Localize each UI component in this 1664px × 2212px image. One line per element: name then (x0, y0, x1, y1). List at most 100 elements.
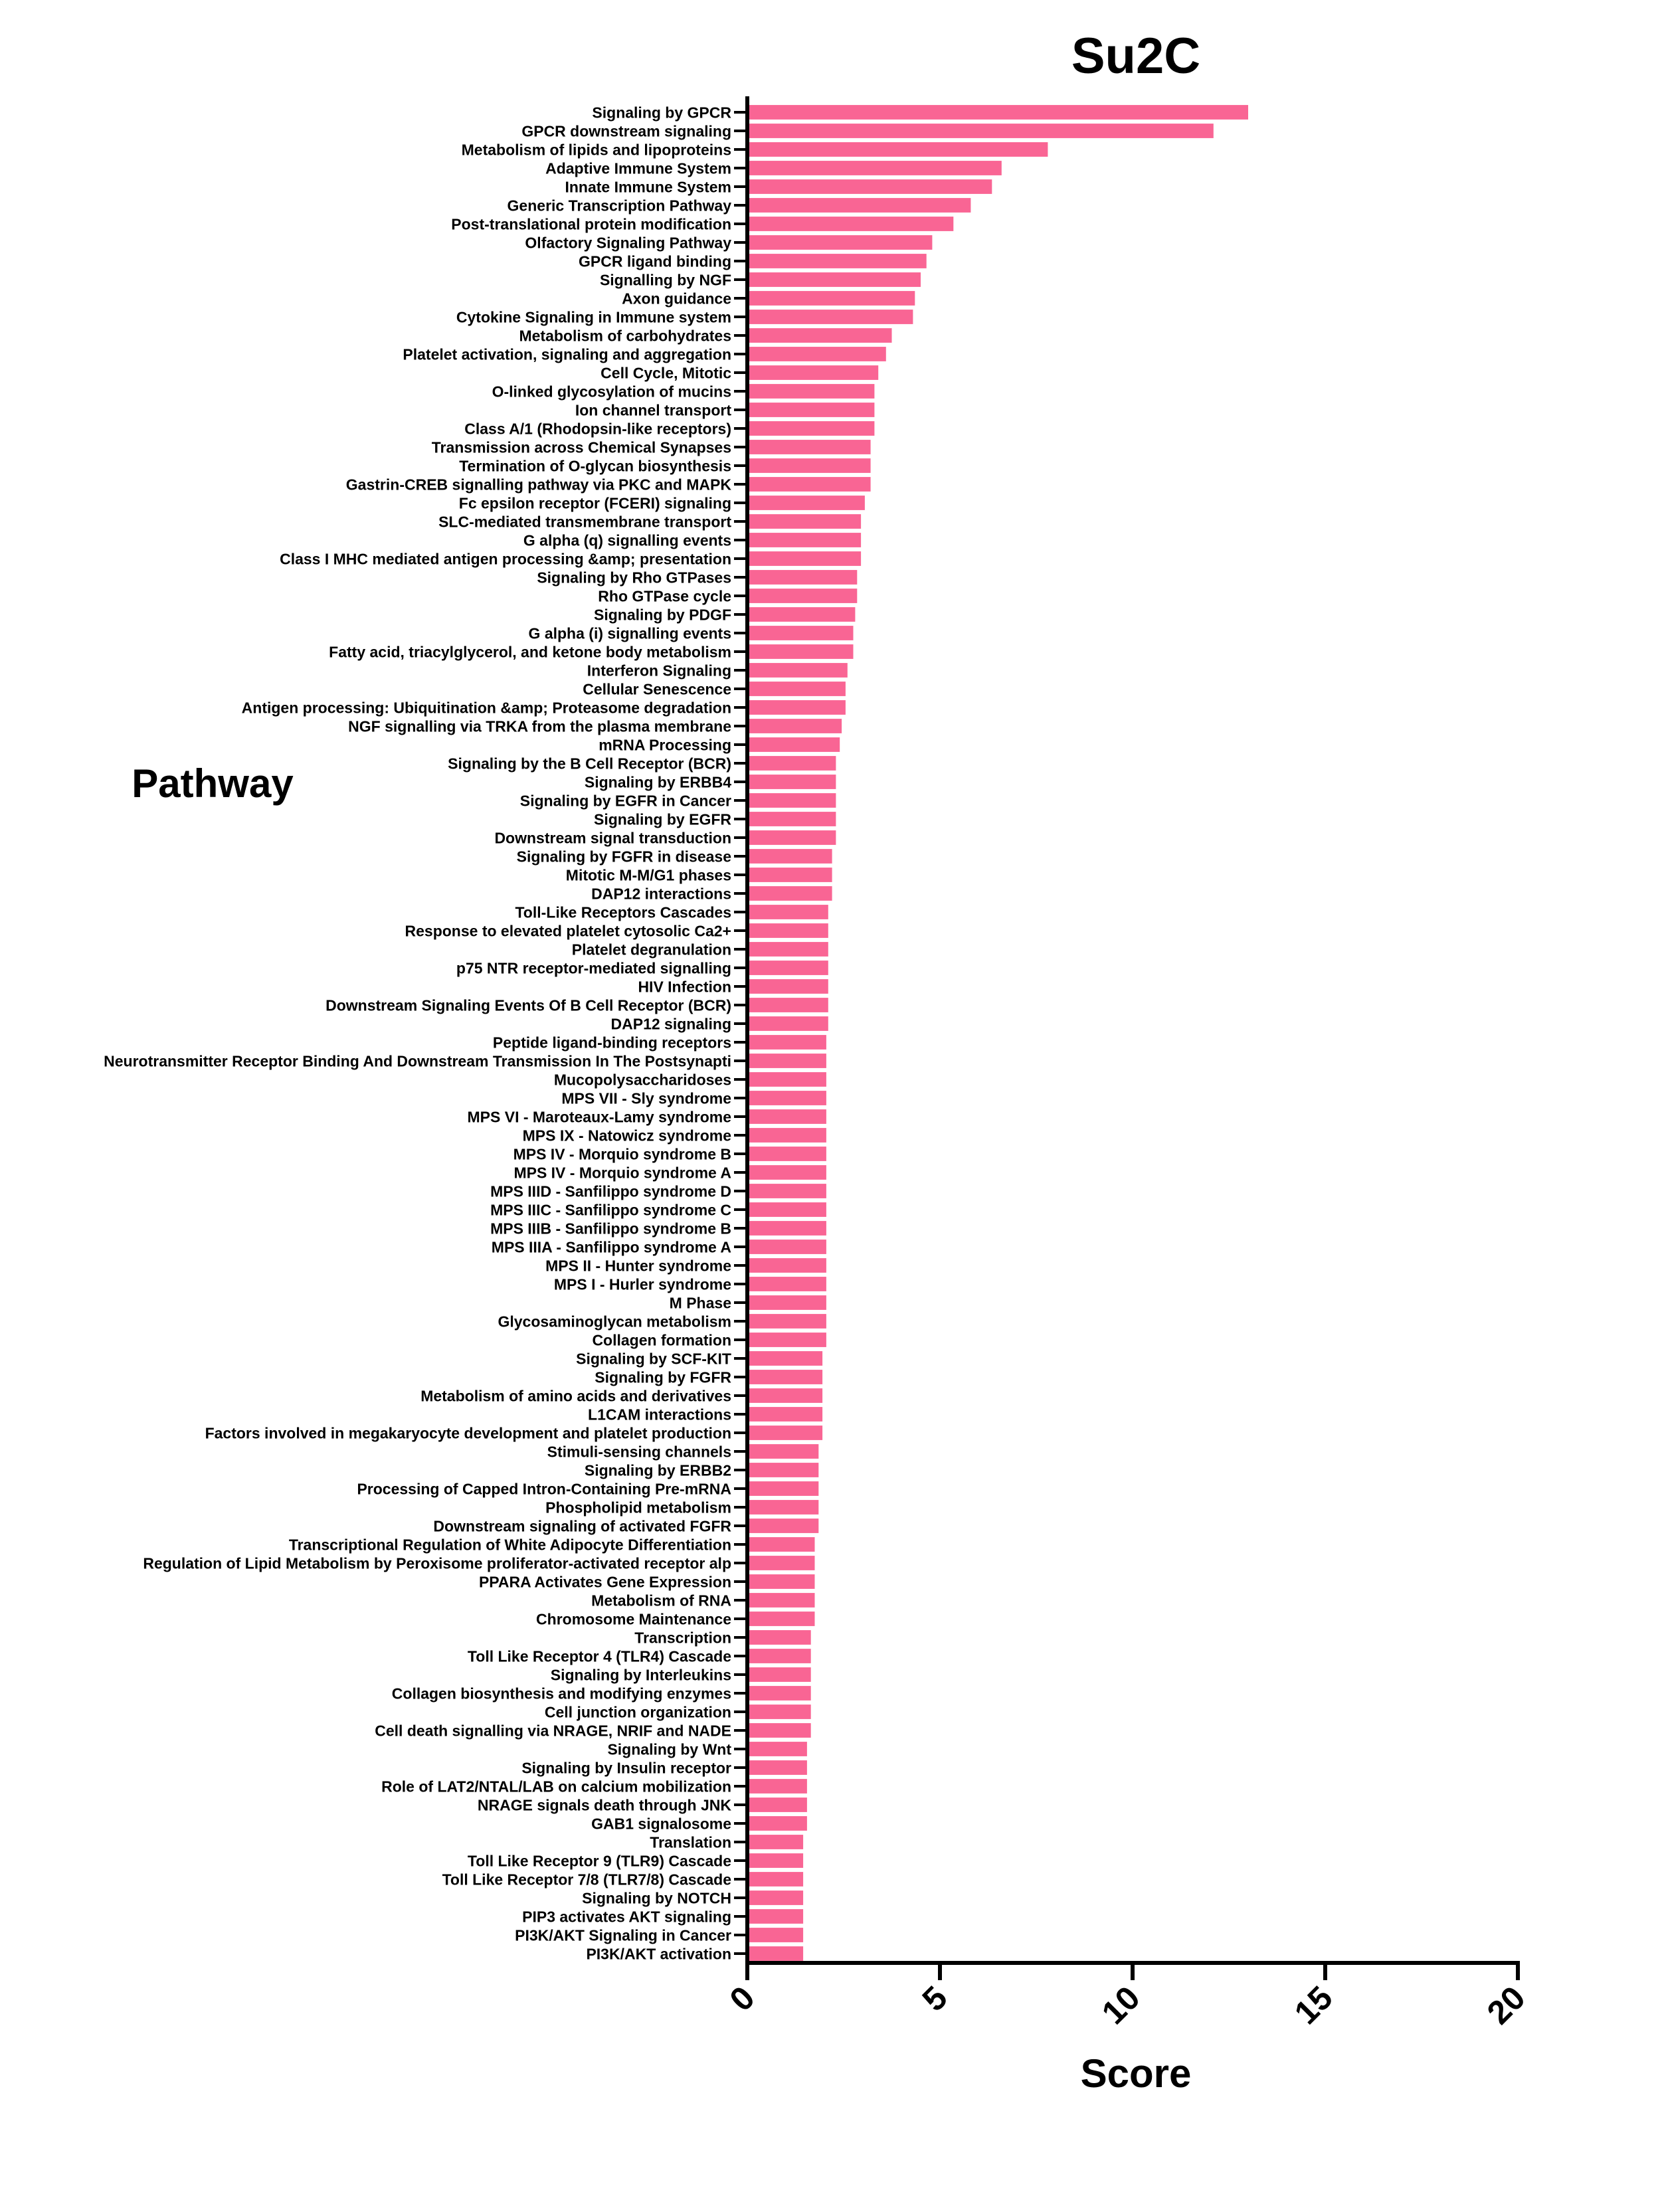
bar (747, 1463, 819, 1477)
bar (747, 1500, 819, 1515)
bar (747, 1835, 804, 1849)
bar (747, 1426, 823, 1440)
category-label: Signaling by the B Cell Receptor (BCR) (448, 755, 731, 772)
bar (747, 365, 879, 380)
category-label: Class A/1 (Rhodopsin-like receptors) (464, 420, 731, 437)
category-label: Phospholipid metabolism (545, 1499, 731, 1516)
bar (747, 1816, 807, 1831)
category-label: NGF signalling via TRKA from the plasma … (348, 717, 731, 735)
bar (747, 310, 913, 324)
category-label: Mitotic M-M/G1 phases (566, 866, 731, 883)
bar (747, 1705, 811, 1719)
category-label: Downstream Signaling Events Of B Cell Re… (325, 996, 731, 1014)
bar (747, 1872, 804, 1887)
category-label: L1CAM interactions (588, 1406, 731, 1423)
bar (747, 607, 856, 622)
bar (747, 105, 1248, 120)
bar (747, 1221, 826, 1236)
category-label: MPS IIIB - Sanfilippo syndrome B (490, 1220, 731, 1237)
category-label: PIP3 activates AKT signaling (522, 1908, 731, 1925)
bar (747, 1016, 828, 1031)
category-label: MPS VI - Maroteaux-Lamy syndrome (468, 1108, 732, 1125)
bar (747, 626, 854, 640)
category-label: Signaling by PDGF (594, 606, 731, 623)
category-label: SLC-mediated transmembrane transport (438, 513, 731, 530)
bar (747, 700, 846, 715)
category-label: Fatty acid, triacylglycerol, and ketone … (329, 643, 731, 660)
category-label: Platelet degranulation (572, 941, 731, 958)
bar (747, 291, 915, 306)
bar (747, 1667, 811, 1682)
bar (747, 1593, 815, 1608)
bar (747, 458, 871, 473)
bar (747, 328, 892, 343)
category-label: Processing of Capped Intron-Containing P… (357, 1480, 731, 1497)
category-label: Transcription (634, 1629, 731, 1646)
category-label: Cell Cycle, Mitotic (601, 364, 731, 381)
chart-title: Su2C (1071, 28, 1200, 84)
category-label: Rho GTPase cycle (598, 587, 731, 604)
category-label: Signaling by GPCR (592, 104, 731, 121)
category-label: NRAGE signals death through JNK (478, 1796, 731, 1813)
category-label: PI3K/AKT activation (586, 1945, 731, 1962)
x-tick-label: 5 (915, 1979, 955, 2018)
bar (747, 533, 862, 547)
bar (747, 775, 836, 789)
category-label: Signaling by Interleukins (551, 1666, 731, 1683)
category-label: Termination of O-glycan biosynthesis (459, 457, 731, 474)
bar (747, 1165, 826, 1180)
category-label: GPCR ligand binding (579, 252, 731, 270)
bar (747, 1649, 811, 1663)
category-label: PPARA Activates Gene Expression (479, 1573, 731, 1590)
bar (747, 496, 865, 510)
bar (747, 179, 992, 194)
bar (747, 217, 954, 231)
category-label: Neurotransmitter Receptor Binding And Do… (104, 1052, 731, 1069)
bar (747, 514, 862, 529)
bar (747, 161, 1002, 175)
category-label: Collagen biosynthesis and modifying enzy… (392, 1685, 731, 1702)
category-label: MPS I - Hurler syndrome (554, 1275, 731, 1293)
bar (747, 1797, 807, 1812)
category-label: Metabolism of lipids and lipoproteins (462, 141, 731, 158)
category-label: Signaling by Insulin receptor (521, 1759, 731, 1776)
category-label: GPCR downstream signaling (521, 122, 731, 139)
bar (747, 1370, 823, 1384)
bar (747, 1444, 819, 1459)
y-axis-title: Pathway (132, 761, 294, 806)
category-label: Toll Like Receptor 4 (TLR4) Cascade (468, 1647, 731, 1665)
category-label: Generic Transcription Pathway (508, 197, 732, 214)
bar (747, 942, 828, 957)
bar (747, 1686, 811, 1701)
bar (747, 1612, 815, 1626)
category-label: Cytokine Signaling in Immune system (456, 308, 731, 325)
bar (747, 737, 840, 752)
bar (747, 1333, 826, 1347)
bar (747, 1909, 804, 1924)
category-label: Signaling by EGFR (594, 810, 731, 828)
category-label: M Phase (670, 1294, 731, 1311)
bar (747, 477, 871, 492)
bar (747, 1351, 823, 1366)
bar (747, 1537, 815, 1552)
bar (747, 923, 828, 938)
category-label: Signaling by Rho GTPases (537, 569, 731, 586)
bar (747, 682, 846, 696)
category-label: Cellular Senescence (583, 680, 731, 697)
category-label: MPS IV - Morquio syndrome B (513, 1145, 731, 1162)
bar (747, 1519, 819, 1533)
category-label: Collagen formation (592, 1331, 731, 1348)
category-label: Downstream signaling of activated FGFR (433, 1517, 731, 1534)
category-label: HIV Infection (638, 978, 731, 995)
bar (747, 849, 832, 864)
category-label: Interferon Signaling (587, 662, 731, 679)
bar (747, 1202, 826, 1217)
bar (747, 812, 836, 826)
bar (747, 719, 842, 733)
bar (747, 254, 927, 268)
category-label: Axon guidance (622, 290, 731, 307)
bar (747, 1072, 826, 1087)
bar (747, 1091, 826, 1105)
category-label: Adaptive Immune System (545, 159, 731, 177)
category-label: G alpha (i) signalling events (529, 624, 731, 642)
